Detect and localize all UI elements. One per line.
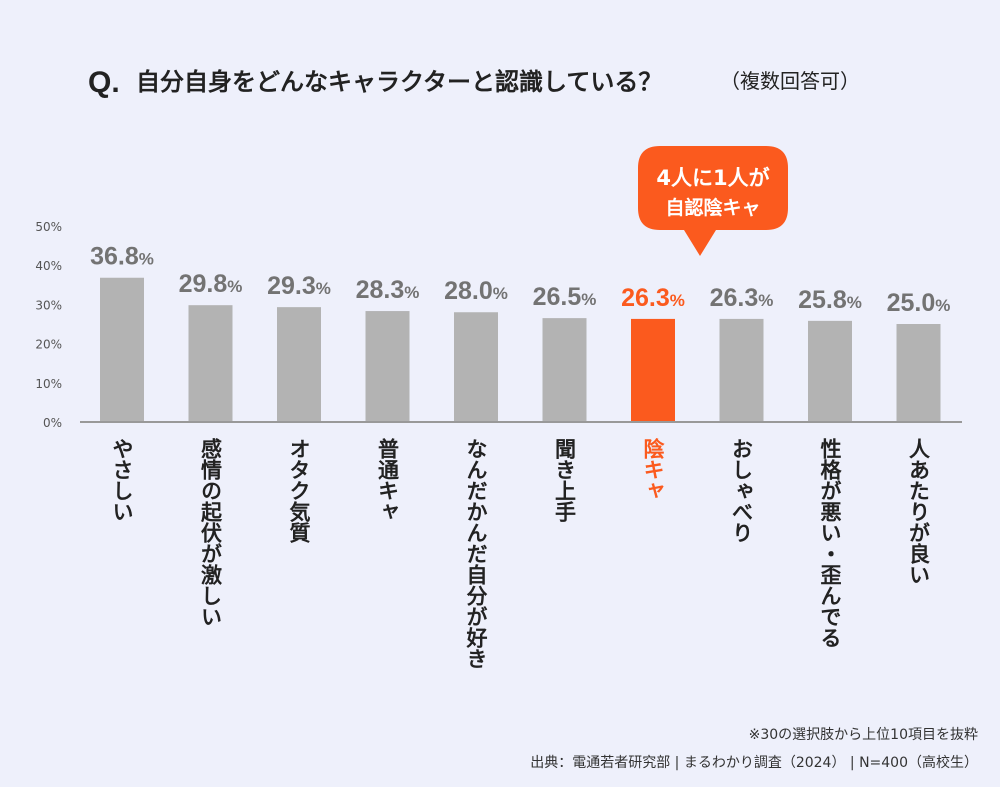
bar bbox=[277, 307, 321, 422]
value-labels: 36.8% 29.8% 29.3% 28.3% 28.0% 26.5% 26.3% 26.3%… bbox=[90, 243, 950, 317]
bar bbox=[896, 324, 941, 422]
y-tick-label: 50% bbox=[35, 220, 62, 234]
y-tick-label: 0% bbox=[43, 416, 62, 430]
bar-value-label: 29.8% bbox=[179, 270, 243, 298]
bar bbox=[454, 312, 498, 422]
chart-title: Q. 自分自身をどんなキャラクターと認識している？ （複数回答可） bbox=[88, 66, 860, 99]
footnote-source: 出典：電通若者研究部 | まるわかり調査（2024） | N=400（高校生） bbox=[530, 755, 978, 771]
question-qualifier: （複数回答可） bbox=[720, 69, 860, 93]
callout-line1: 4人に1人が bbox=[656, 166, 769, 190]
y-axis: 0% 10% 20% 30% 40% 50% bbox=[35, 220, 62, 430]
bar bbox=[188, 305, 233, 422]
callout-shape bbox=[638, 146, 788, 256]
callout-line2: 自認陰キャ bbox=[665, 196, 760, 219]
category-label: なんだかんだ自分が好き bbox=[464, 438, 489, 669]
bar bbox=[100, 277, 144, 422]
category-label: 性格が悪い・歪んでる bbox=[818, 437, 842, 648]
question-text: 自分自身をどんなキャラクターと認識している？ bbox=[136, 68, 662, 96]
question-prefix: Q. bbox=[88, 66, 120, 99]
y-tick-label: 40% bbox=[35, 259, 62, 273]
category-label: 陰キャ bbox=[641, 437, 665, 501]
bar-value-label: 26.3% bbox=[621, 284, 685, 312]
category-label: 普通キャ bbox=[376, 437, 400, 522]
bar-value-label: 26.3% bbox=[710, 284, 774, 312]
bar-value-label: 36.8% bbox=[90, 243, 154, 271]
y-tick-label: 20% bbox=[35, 338, 62, 352]
category-label: オタク気質 bbox=[287, 438, 311, 544]
callout-bubble: 4人に1人が 自認陰キャ bbox=[638, 146, 788, 256]
bar-value-label: 29.3% bbox=[267, 272, 331, 300]
bar-value-label: 28.3% bbox=[356, 276, 420, 304]
bar-value-label: 25.8% bbox=[798, 286, 862, 314]
category-labels: やさしい 感情の起伏が激しい オタク気質 普通キャ なんだかんだ自分が好き 聞き上手 陰キャ… bbox=[110, 437, 931, 669]
bar bbox=[719, 318, 764, 422]
category-label: 人あたりが良い bbox=[907, 438, 931, 585]
bar-value-label: 26.5% bbox=[533, 283, 597, 311]
category-label: 感情の起伏が激しい bbox=[199, 437, 224, 627]
category-label: 聞き上手 bbox=[553, 438, 577, 522]
bar bbox=[365, 311, 410, 422]
bar bbox=[631, 318, 675, 422]
footnote-selection: ※30の選択肢から上位10項目を抜粋 bbox=[748, 727, 978, 743]
bar bbox=[808, 320, 852, 422]
bar bbox=[542, 318, 587, 422]
category-label: やさしい bbox=[110, 438, 134, 522]
y-tick-label: 30% bbox=[35, 298, 62, 312]
category-label: おしゃべり bbox=[730, 438, 754, 543]
bar-value-label: 25.0% bbox=[887, 289, 951, 317]
bar-value-label: 28.0% bbox=[444, 277, 508, 305]
bars-group bbox=[100, 277, 941, 422]
y-tick-label: 10% bbox=[35, 377, 62, 391]
